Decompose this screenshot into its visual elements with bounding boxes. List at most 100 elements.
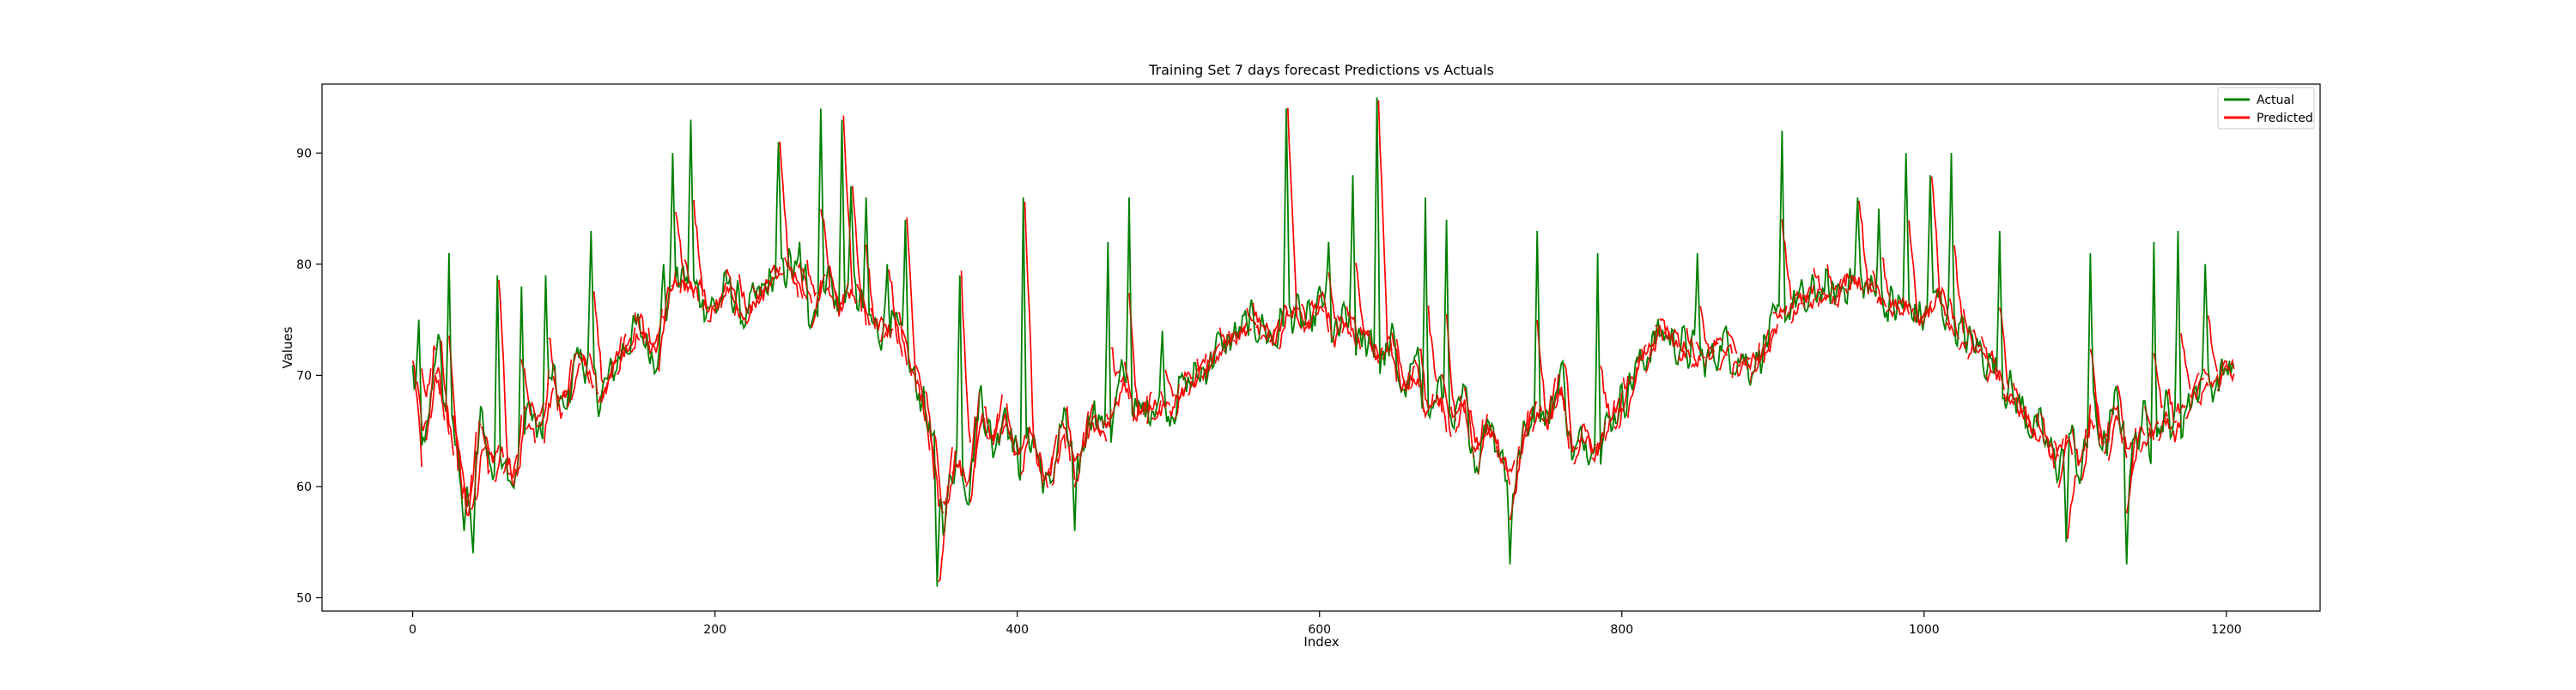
predicted-segment [1668, 330, 1679, 348]
predicted-segment [2221, 360, 2232, 377]
predicted-segment [920, 391, 931, 451]
predicted-segment [1940, 286, 1951, 326]
predicted-segment [884, 326, 894, 339]
predicted-segment [1300, 303, 1311, 330]
legend: Actual Predicted [2217, 87, 2315, 130]
x-axis-ticks: 0 200 400 600 800 1000 1200 [409, 611, 2242, 637]
predicted-segment [1419, 348, 1430, 409]
predicted-segment [1813, 268, 1824, 295]
predicted-segment [1128, 293, 1139, 417]
predicted-segment [2075, 428, 2087, 464]
predicted-segment [1655, 324, 1665, 341]
predicted-segment [738, 274, 750, 314]
predicted-segment [461, 474, 473, 508]
predicted-segment [779, 142, 790, 268]
predicted-segment [1377, 100, 1388, 352]
predicted-segment [1735, 362, 1747, 378]
predicted-segment [1645, 330, 1656, 373]
predicted-segment [1749, 342, 1760, 384]
predicted-segment [1977, 348, 1987, 359]
predicted-segment [1622, 375, 1633, 390]
predicted-segment [924, 390, 935, 480]
predicted-segment [616, 333, 627, 375]
x-tick-label: 1000 [1909, 623, 1940, 637]
predicted-segment [1518, 410, 1529, 464]
predicted-segment [1504, 457, 1516, 473]
predicted-segment [2153, 353, 2164, 409]
predicted-segment [2112, 404, 2123, 444]
predicted-segment [2194, 377, 2205, 400]
predicted-segment [928, 427, 939, 507]
predicted-segment [1055, 433, 1066, 465]
predicted-segment [842, 115, 854, 295]
predicted-segment [425, 345, 436, 441]
predicted-segment [1985, 368, 1996, 384]
y-axis-label: Values [280, 326, 295, 368]
predicted-segment [1980, 336, 1992, 372]
predicted-segment [1382, 345, 1393, 360]
predicted-segment [1999, 307, 2010, 389]
predicted-segment [1387, 336, 1398, 382]
predicted-segment [1631, 354, 1643, 385]
plot-area [411, 97, 2235, 587]
predicted-segment [1927, 296, 1937, 314]
predicted-segment [434, 366, 446, 421]
predicted-segment [1754, 343, 1765, 372]
predicted-segment [652, 308, 663, 353]
predicted-segment [1346, 306, 1357, 347]
predicted-segment [1713, 336, 1724, 346]
predicted-segment [1413, 359, 1425, 412]
predicted-segment [1613, 390, 1625, 431]
predicted-segment [1636, 344, 1647, 364]
predicted-segment [534, 402, 545, 421]
predicted-segment [1319, 290, 1330, 333]
predicted-segment [1291, 306, 1303, 330]
predicted-segment [852, 185, 863, 312]
predicted-segment [443, 402, 454, 456]
predicted-segment [1105, 396, 1116, 421]
x-axis-label: Index [1303, 634, 1339, 650]
predicted-segment [411, 360, 422, 468]
predicted-segment [638, 312, 649, 348]
predicted-segment [1477, 414, 1488, 475]
predicted-segment [1210, 342, 1221, 365]
predicted-segment [1558, 386, 1570, 449]
predicted-segment [1196, 354, 1207, 373]
predicted-segment [1437, 397, 1448, 433]
predicted-segment [733, 306, 744, 321]
predicted-segment [1314, 306, 1325, 317]
predicted-segment [1332, 321, 1343, 348]
predicted-segment [1763, 328, 1774, 363]
predicted-segment [1858, 201, 1869, 292]
axes-frame [321, 83, 2321, 612]
predicted-segment [788, 267, 799, 298]
predicted-segment [1536, 319, 1547, 421]
predicted-segment [1831, 278, 1842, 306]
predicted-segment [516, 403, 527, 476]
predicted-segment [2189, 372, 2200, 400]
predicted-segment [1953, 245, 1965, 334]
predicted-segment [951, 459, 963, 476]
predicted-segment [1691, 355, 1702, 368]
predicted-segment [1432, 394, 1443, 413]
predicted-segment [715, 282, 726, 312]
predicted-segment [1218, 327, 1230, 346]
predicted-segment [801, 268, 813, 304]
predicted-segment [1101, 409, 1112, 428]
predicted-segment [1608, 397, 1620, 424]
predicted-segment [1242, 326, 1253, 337]
predicted-segment [2063, 437, 2074, 455]
predicted-segment [1786, 296, 1796, 318]
predicted-segment [1781, 219, 1792, 300]
predicted-segment [1005, 403, 1016, 456]
predicted-segment [1373, 344, 1383, 361]
predicted-segment [1187, 368, 1198, 396]
predicted-segment [1160, 390, 1171, 409]
x-tick-label: 1200 [2211, 623, 2242, 637]
predicted-segment [1337, 315, 1347, 328]
predicted-segment [2093, 392, 2105, 447]
predicted-segment [1097, 427, 1108, 442]
predicted-segment [1060, 420, 1072, 462]
predicted-segment [2202, 368, 2214, 388]
